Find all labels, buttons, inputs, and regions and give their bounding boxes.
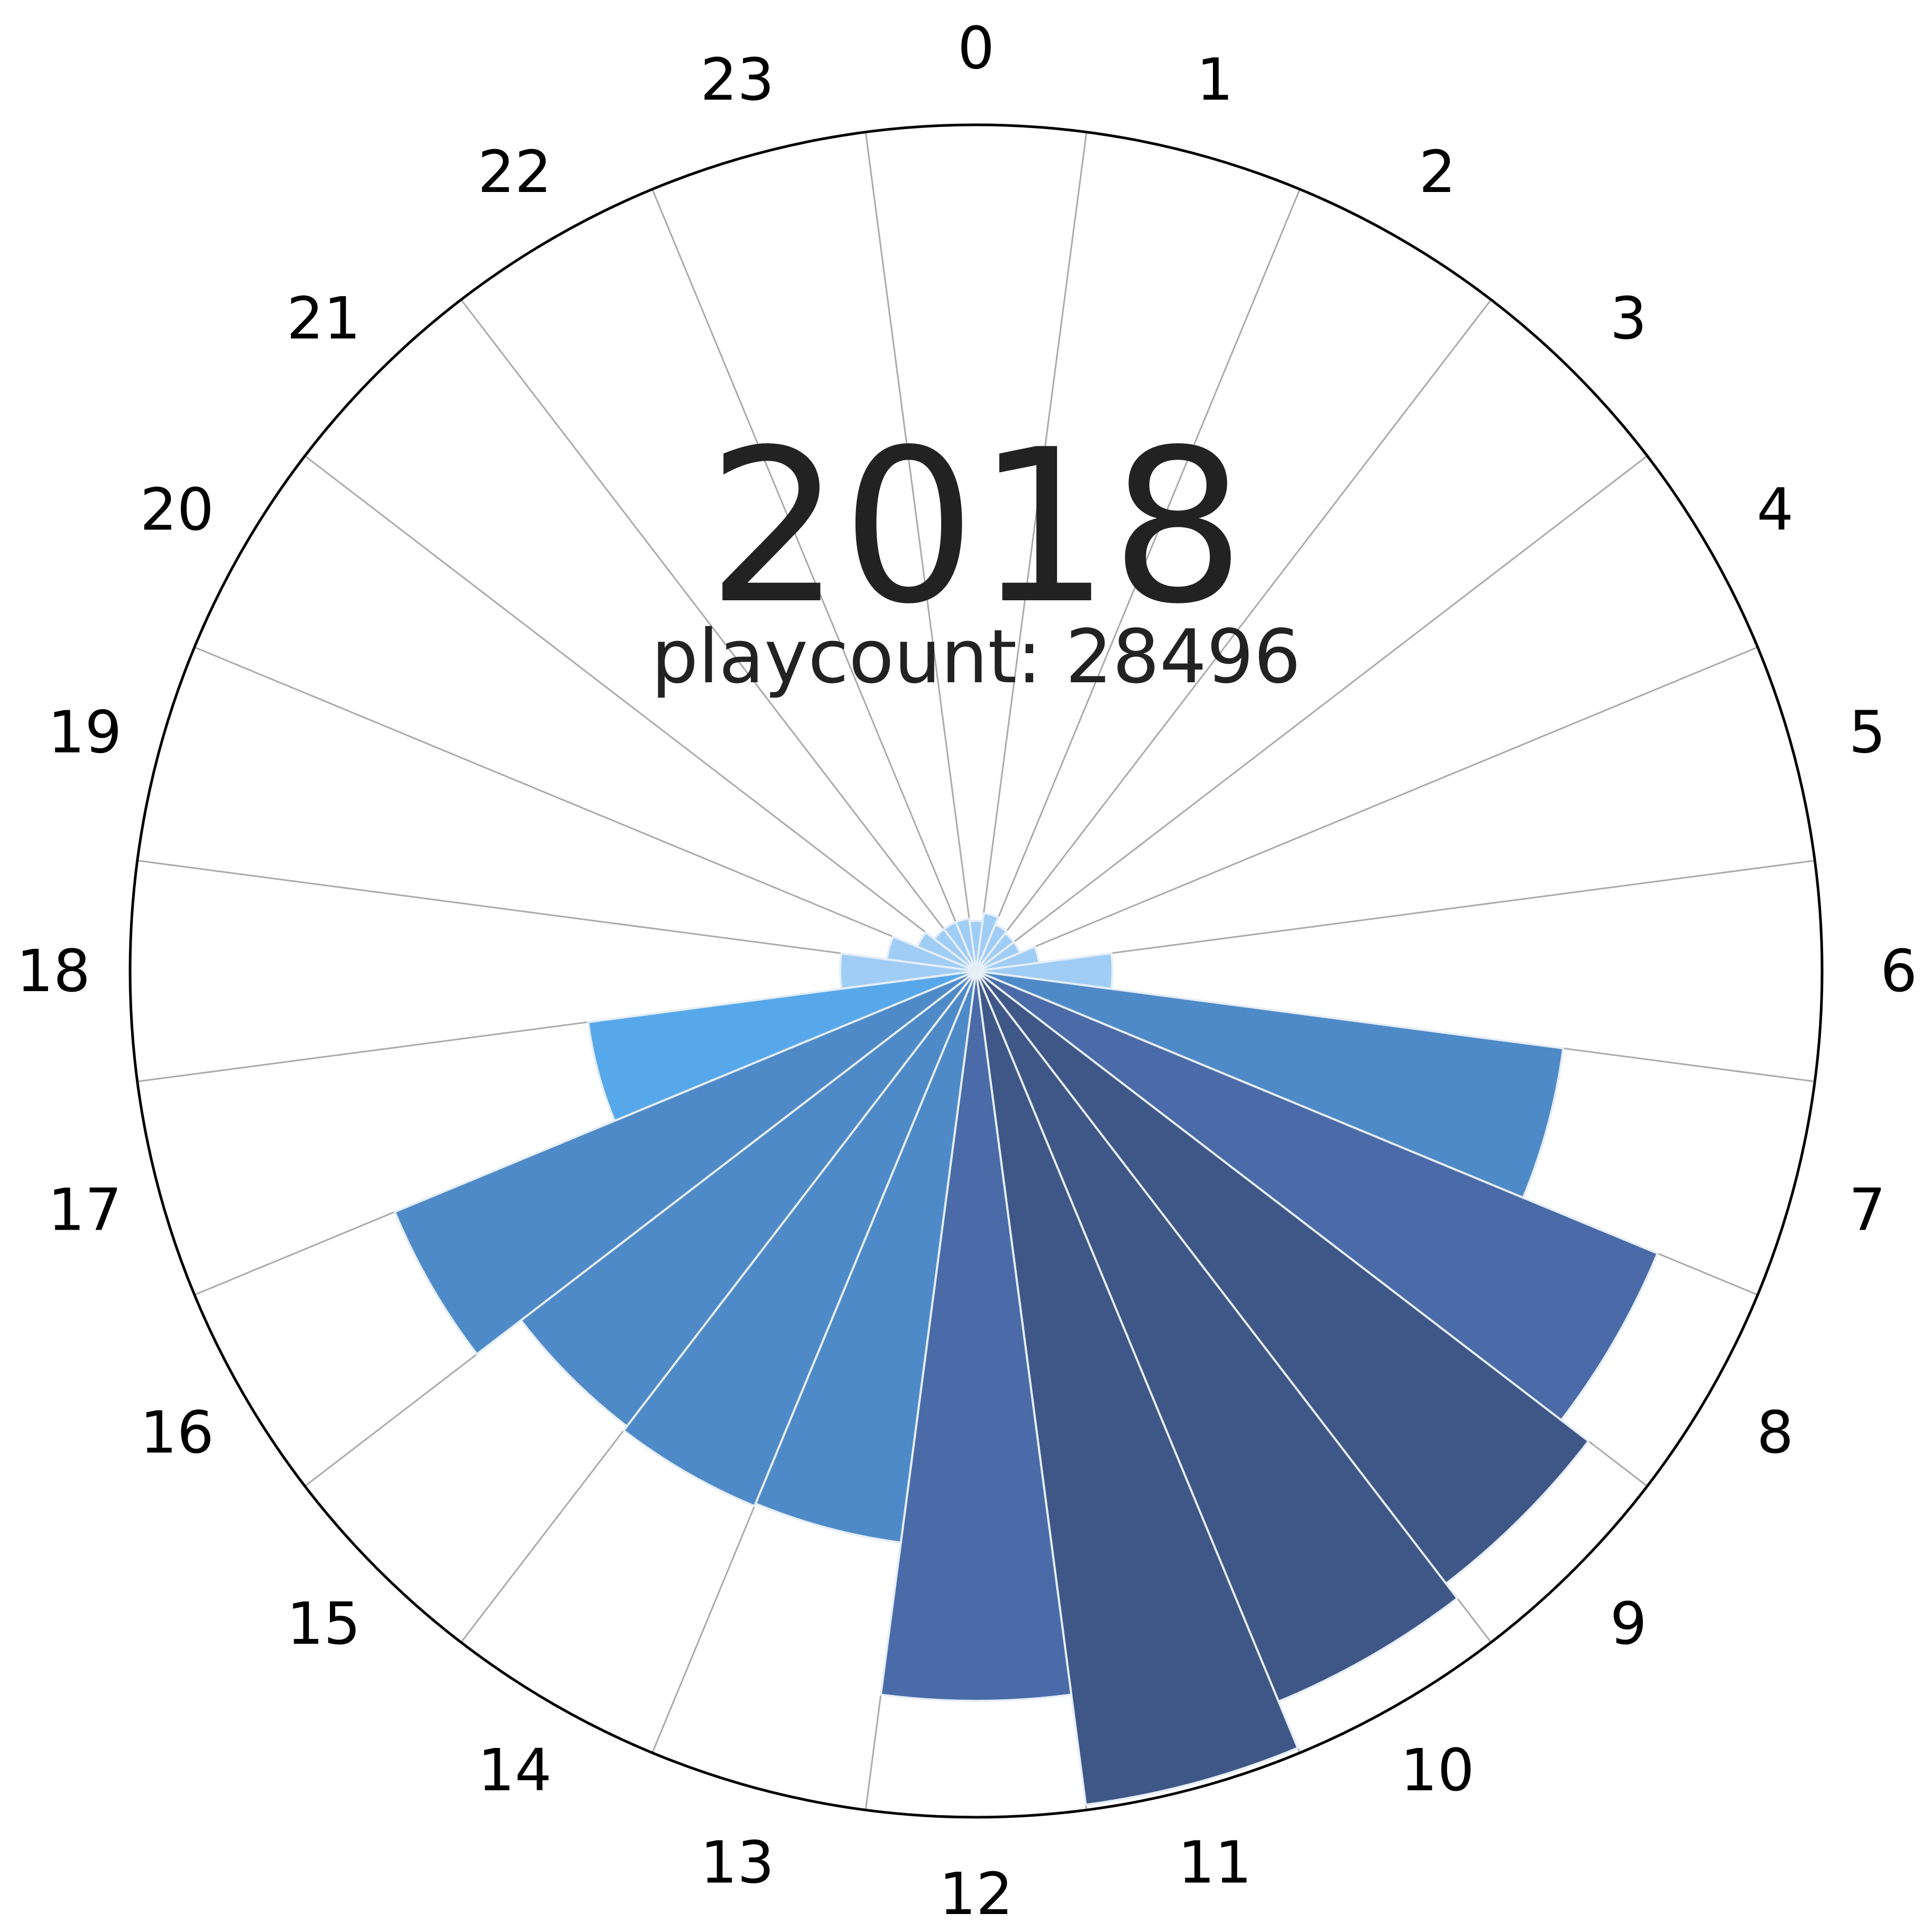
grid-line xyxy=(976,646,1758,972)
hour-label-10: 10 xyxy=(1401,1736,1475,1804)
hour-label-2: 2 xyxy=(1419,138,1456,206)
hour-label-13: 13 xyxy=(700,1829,774,1897)
hour-label-11: 11 xyxy=(1178,1829,1252,1897)
hour-label-17: 17 xyxy=(48,1176,122,1244)
hour-label-7: 7 xyxy=(1849,1176,1886,1244)
grid-line xyxy=(975,132,1088,972)
grid-line xyxy=(975,189,1301,972)
hour-label-12: 12 xyxy=(939,1860,1013,1928)
hour-label-16: 16 xyxy=(140,1399,214,1467)
bar-hour-16 xyxy=(393,970,977,1356)
grid-line xyxy=(304,455,977,972)
hour-label-15: 15 xyxy=(287,1590,361,1658)
hour-label-20: 20 xyxy=(140,476,214,544)
hour-label-0: 0 xyxy=(958,14,995,82)
chart-title: 2018 xyxy=(707,405,1245,651)
hour-label-3: 3 xyxy=(1610,285,1647,352)
polar-frame xyxy=(128,123,1824,1819)
grid-line xyxy=(651,189,977,972)
bar-hour-12 xyxy=(879,970,1073,1702)
grid-line xyxy=(976,455,1648,972)
bar-hour-18 xyxy=(839,952,977,990)
bar-hour-14 xyxy=(622,970,977,1508)
hour-label-1: 1 xyxy=(1197,45,1234,113)
bar-hour-11 xyxy=(975,970,1300,1806)
grid-line xyxy=(865,132,977,972)
grid-line xyxy=(975,299,1492,972)
grid-line xyxy=(137,859,977,972)
bar-hour-15 xyxy=(519,970,977,1428)
hour-label-5: 5 xyxy=(1849,698,1886,766)
bar-hour-23 xyxy=(954,917,977,972)
bars xyxy=(393,912,1659,1806)
playcount-label: playcount: xyxy=(651,614,1042,700)
hour-label-23: 23 xyxy=(700,45,774,113)
bar-hour-8 xyxy=(975,970,1659,1422)
hour-label-19: 19 xyxy=(48,698,122,766)
hour-label-4: 4 xyxy=(1757,476,1794,544)
bar-hour-20 xyxy=(916,931,977,972)
hour-label-6: 6 xyxy=(1880,937,1917,1005)
hour-label-21: 21 xyxy=(287,285,361,352)
bar-hour-17 xyxy=(587,970,977,1122)
grid-line xyxy=(194,646,977,972)
hour-label-22: 22 xyxy=(478,138,552,206)
hour-label-9: 9 xyxy=(1610,1590,1647,1658)
hour-label-8: 8 xyxy=(1757,1399,1794,1467)
bar-hour-10 xyxy=(975,970,1459,1703)
bar-hour-9 xyxy=(975,970,1590,1586)
hour-label-18: 18 xyxy=(16,937,90,1005)
grid-line xyxy=(460,299,977,972)
chart-subtitle: playcount: 28496 xyxy=(651,614,1301,700)
hour-label-14: 14 xyxy=(478,1736,552,1804)
bar-hour-7 xyxy=(976,970,1565,1200)
bar-hour-13 xyxy=(754,970,977,1544)
playcount-value: 28496 xyxy=(1065,614,1301,700)
grid-line xyxy=(976,859,1815,972)
